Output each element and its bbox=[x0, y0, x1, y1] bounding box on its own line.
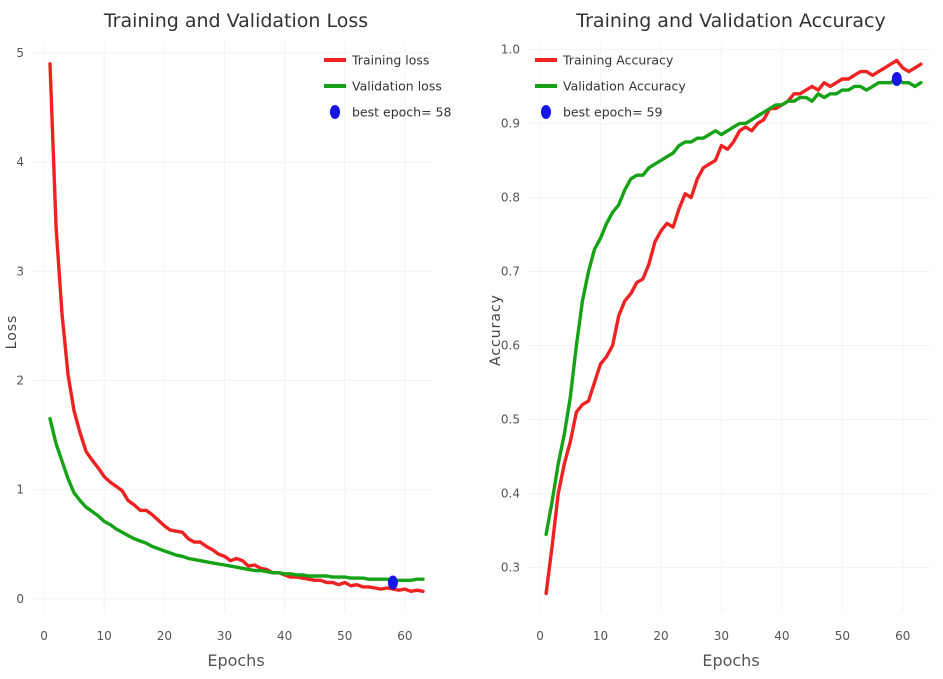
chart-title: Training and Validation Accuracy bbox=[575, 10, 885, 32]
x-axis-label: Epochs bbox=[207, 651, 264, 670]
legend: Training Accuracy Validation Accuracy best… bbox=[535, 53, 686, 120]
y-tick-label: 0.8 bbox=[501, 190, 520, 204]
x-tick-label: 50 bbox=[835, 629, 850, 643]
y-tick-label: 0.6 bbox=[501, 339, 520, 353]
y-tick-label: 0.9 bbox=[501, 116, 520, 130]
y-tick-label: 0.5 bbox=[501, 413, 520, 427]
x-tick-label: 20 bbox=[653, 629, 668, 643]
y-tick-label: 0.7 bbox=[501, 264, 520, 278]
y-tick-label: 2 bbox=[16, 374, 24, 388]
legend-label: Training loss bbox=[351, 53, 429, 68]
x-tick-label: 10 bbox=[593, 629, 608, 643]
x-tick-label: 30 bbox=[714, 629, 729, 643]
x-tick-label: 30 bbox=[217, 629, 232, 643]
x-tick-label: 40 bbox=[774, 629, 789, 643]
legend-best-marker bbox=[541, 105, 551, 119]
legend-label: best epoch= 59 bbox=[563, 105, 662, 120]
series-line-validation-loss bbox=[48, 417, 425, 582]
x-tick-label: 60 bbox=[397, 629, 412, 643]
series-line-training-accuracy bbox=[544, 58, 923, 596]
x-tick-label: 10 bbox=[97, 629, 112, 643]
y-tick-label: 0.4 bbox=[501, 487, 520, 501]
legend-label: best epoch= 58 bbox=[352, 105, 451, 120]
x-tick-label: 50 bbox=[337, 629, 352, 643]
legend: Training loss Validation loss best epoch= … bbox=[324, 53, 451, 120]
best-epoch-marker bbox=[891, 72, 902, 87]
x-tick-label: 40 bbox=[277, 629, 292, 643]
legend-label: Validation Accuracy bbox=[563, 79, 686, 94]
x-tick-label: 0 bbox=[40, 629, 48, 643]
chart-panel-1: Training and Validation Accuracy 0 10 20 30 4… bbox=[488, 10, 930, 670]
x-tick-label: 20 bbox=[157, 629, 172, 643]
series-line-training-loss bbox=[48, 62, 425, 593]
y-axis-label: Accuracy bbox=[488, 294, 504, 366]
y-axis-label: Loss bbox=[4, 315, 20, 350]
legend-label: Validation loss bbox=[352, 79, 442, 94]
y-tick-label: 3 bbox=[16, 264, 24, 278]
y-tick-label: 1 bbox=[16, 483, 24, 497]
y-tick-label: 4 bbox=[16, 155, 24, 169]
y-tick-label: 0.3 bbox=[501, 561, 520, 575]
x-tick-label: 0 bbox=[536, 629, 544, 643]
legend-best-marker bbox=[330, 105, 340, 119]
series-line-validation-accuracy bbox=[544, 77, 923, 536]
x-axis-label: Epochs bbox=[702, 651, 759, 670]
y-tick-label: 0 bbox=[16, 592, 24, 606]
x-tick-label: 60 bbox=[895, 629, 910, 643]
chart-title: Training and Validation Loss bbox=[103, 10, 368, 32]
legend-label: Training Accuracy bbox=[562, 53, 674, 68]
y-tick-label: 1.0 bbox=[501, 42, 520, 56]
y-tick-label: 5 bbox=[16, 46, 24, 60]
best-epoch-marker bbox=[387, 575, 398, 590]
